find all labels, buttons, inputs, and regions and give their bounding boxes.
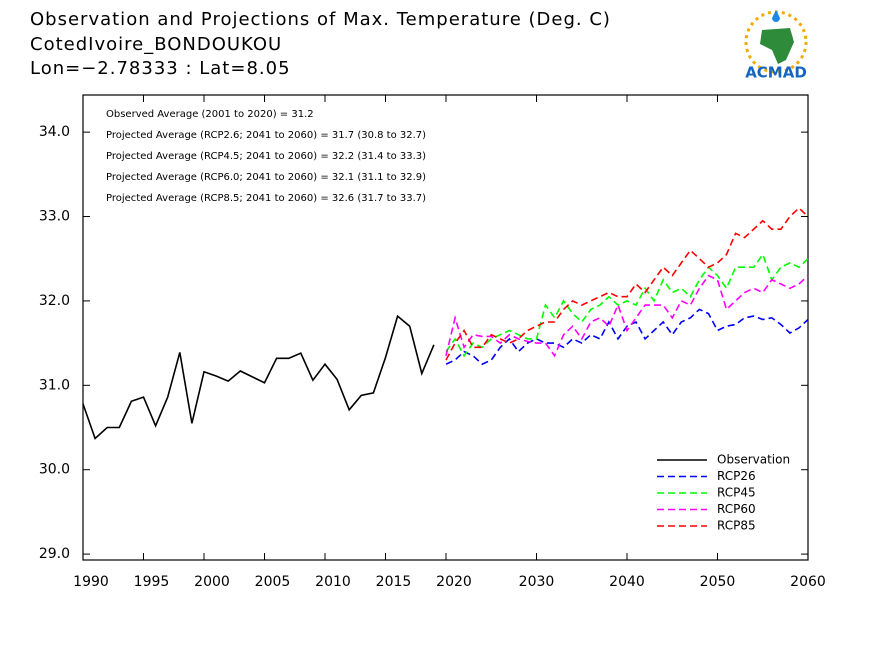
- legend-label: RCP26: [717, 469, 756, 483]
- series-line: [445, 274, 809, 358]
- series-line: [82, 314, 435, 440]
- series-line: [445, 207, 809, 361]
- y-tick-label: 33.0: [39, 209, 70, 225]
- x-tick-label: 2040: [609, 574, 645, 590]
- x-tick-label: 2000: [194, 574, 230, 590]
- annotation: Projected Average (RCP2.6; 2041 to 2060)…: [106, 130, 426, 141]
- x-tick-label: 2060: [790, 574, 826, 590]
- x-tick-label: 1990: [73, 574, 109, 590]
- legend-label: RCP45: [717, 486, 756, 500]
- annotation: Projected Average (RCP6.0; 2041 to 2060)…: [106, 172, 426, 183]
- logo-africa: [760, 28, 794, 64]
- x-tick-label: 2015: [376, 574, 412, 590]
- logo-drop: [772, 10, 780, 22]
- legend-label: RCP60: [717, 502, 756, 516]
- subtitle: CotedIvoire_BONDOUKOU: [30, 34, 282, 55]
- annotation: Projected Average (RCP4.5; 2041 to 2060)…: [106, 151, 426, 162]
- x-tick-label: 2050: [700, 574, 736, 590]
- annotation: Observed Average (2001 to 2020) = 31.2: [106, 109, 314, 120]
- x-tick-label: 2005: [255, 574, 291, 590]
- y-tick-label: 34.0: [39, 124, 70, 140]
- x-tick-label: 2030: [519, 574, 555, 590]
- title: Observation and Projections of Max. Temp…: [30, 9, 611, 30]
- y-tick-label: 32.0: [39, 293, 70, 309]
- y-tick-label: 31.0: [39, 377, 70, 393]
- x-tick-label: 2010: [315, 574, 351, 590]
- y-tick-label: 29.0: [39, 546, 70, 562]
- logo-text: ACMAD: [745, 64, 807, 82]
- x-tick-label: 1995: [134, 574, 170, 590]
- subtitle: Lon=−2.78333 : Lat=8.05: [30, 58, 291, 79]
- y-tick-label: 30.0: [39, 462, 70, 478]
- annotation: Projected Average (RCP8.5; 2041 to 2060)…: [106, 193, 426, 204]
- series-line: [445, 252, 809, 358]
- legend-label: Observation: [717, 453, 790, 467]
- x-tick-label: 2020: [436, 574, 472, 590]
- logo: ACMAD: [744, 10, 808, 82]
- legend-label: RCP85: [717, 519, 756, 533]
